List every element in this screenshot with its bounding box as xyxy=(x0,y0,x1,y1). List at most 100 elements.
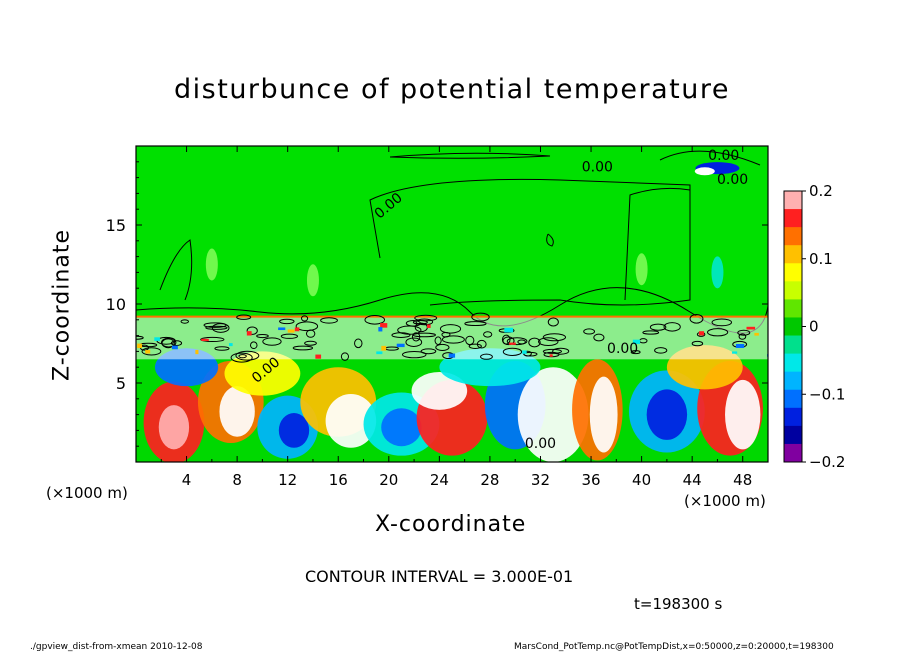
colorbar-swatch xyxy=(784,317,802,337)
band-contour xyxy=(412,319,428,325)
band-contour xyxy=(279,318,295,325)
band-contour xyxy=(528,337,541,348)
colorbar-swatch xyxy=(784,263,802,282)
colorbar-swatch xyxy=(784,245,802,264)
footer-left: ./gpview_dist-from-xmean 2010-12-08 xyxy=(30,642,203,652)
x-tick-label: 40 xyxy=(632,471,651,489)
band-contour xyxy=(160,337,177,348)
field-blob xyxy=(278,413,310,448)
band-speck xyxy=(278,327,286,331)
band-speck xyxy=(632,339,641,344)
band-contour xyxy=(706,328,729,337)
contour-interval-text: CONTOUR INTERVAL = 3.000E-01 xyxy=(305,567,574,586)
x-tick-label: 4 xyxy=(182,471,192,489)
contour-label: 0.00 xyxy=(525,436,556,452)
band-contour xyxy=(354,338,363,349)
x-tick-label: 24 xyxy=(430,471,449,489)
band-contour xyxy=(200,336,225,343)
band-speck xyxy=(195,349,199,355)
contour-label: 0.00 xyxy=(708,148,739,164)
band-contour xyxy=(593,333,605,342)
band-contour xyxy=(483,331,493,338)
interface-band xyxy=(136,312,768,363)
band-contour xyxy=(630,350,641,355)
band-contour xyxy=(542,348,562,354)
band-contour xyxy=(441,335,465,344)
colorbar-swatch xyxy=(784,371,802,391)
band-contour xyxy=(205,325,228,330)
colorbar-swatch xyxy=(784,335,802,355)
band-contour xyxy=(471,312,490,322)
band-speck xyxy=(171,345,178,350)
x-tick-label: 12 xyxy=(278,471,297,489)
band-contour xyxy=(439,324,462,334)
band-contour xyxy=(262,337,282,346)
band-contour xyxy=(649,323,667,331)
band-contour xyxy=(506,337,528,346)
colorbar-tick-label: −0.2 xyxy=(809,453,845,471)
band-contour xyxy=(737,329,751,336)
band-contour xyxy=(434,336,442,345)
x-tick-label: 44 xyxy=(683,471,702,489)
band-contour xyxy=(180,319,190,324)
x-axis: 4 8 12 16 20 24 28 32 36 40 44 48 xyxy=(160,146,752,489)
footer-right: MarsCond_PotTemp.nc@PotTempDist,x=0:5000… xyxy=(514,642,834,652)
band-contour xyxy=(583,328,596,335)
y-tick-label: 15 xyxy=(106,216,126,235)
band-speck xyxy=(396,343,405,348)
band-speck xyxy=(381,345,387,351)
band-contour xyxy=(397,325,422,335)
band-contour xyxy=(711,318,732,327)
x-unit-label-right: (×1000 m) xyxy=(684,492,766,510)
band-speck xyxy=(698,331,705,336)
band-contour xyxy=(689,313,704,324)
band-contour xyxy=(517,339,526,345)
band-speck xyxy=(427,324,431,328)
band-speck xyxy=(380,323,388,328)
band-speck xyxy=(378,327,383,332)
band-speck xyxy=(754,332,759,336)
band-speck xyxy=(315,354,322,359)
field-blob xyxy=(517,367,589,462)
band-contour xyxy=(401,350,427,359)
colorbar-swatch xyxy=(784,281,802,300)
colorbar-swatch xyxy=(784,191,802,210)
band-contour xyxy=(538,337,559,346)
band-contour xyxy=(501,334,511,345)
colorbar-swatch xyxy=(784,407,802,427)
colorbar-swatch xyxy=(784,209,802,228)
band-contour xyxy=(141,347,162,356)
colorbar: 0.2 0.1 0 −0.1 −0.2 xyxy=(783,182,845,471)
band-contour xyxy=(211,323,230,333)
band-contour xyxy=(230,352,253,363)
band-contour xyxy=(236,314,252,320)
band-contour xyxy=(304,340,317,346)
band-contour xyxy=(663,322,681,332)
x-tick-label: 8 xyxy=(232,471,242,489)
band-speck xyxy=(746,326,756,330)
band-speck xyxy=(504,327,514,333)
band-speck xyxy=(448,353,456,358)
y-tick-label: 10 xyxy=(106,295,126,314)
x-unit-label-left: (×1000 m) xyxy=(46,484,128,502)
x-tick-label: 20 xyxy=(379,471,398,489)
band-contour xyxy=(420,348,437,355)
band-speck xyxy=(145,350,151,354)
colorbar-swatch xyxy=(784,389,802,409)
contour-lines xyxy=(136,150,768,334)
band-contour xyxy=(691,340,704,347)
band-speck xyxy=(732,351,738,354)
contour-label: 0.00 xyxy=(717,172,748,188)
contour-label: 0.00 xyxy=(582,159,613,175)
band-contour xyxy=(642,330,660,335)
field-blob xyxy=(725,379,761,450)
colorbar-swatch xyxy=(784,353,802,373)
field-blob xyxy=(589,376,618,453)
band-speck xyxy=(376,351,383,355)
field-cell xyxy=(635,253,648,286)
x-tick-label: 48 xyxy=(733,471,752,489)
band-contour xyxy=(301,315,309,322)
y-axis: 5 10 15 xyxy=(106,161,768,447)
colorbar-tick-label: 0 xyxy=(809,318,819,336)
band-contour xyxy=(295,321,319,332)
